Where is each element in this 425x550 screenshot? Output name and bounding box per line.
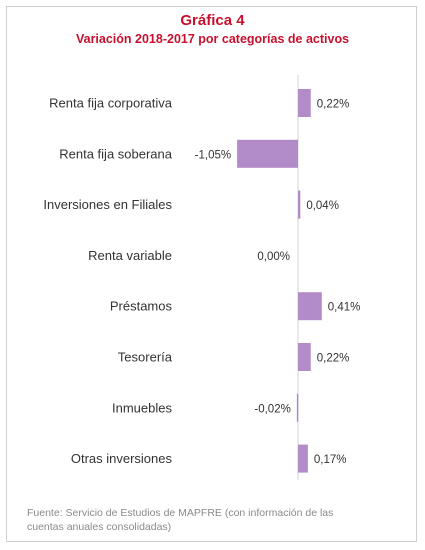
bar (298, 292, 322, 321)
bar (298, 343, 311, 371)
category-label: Otras inversiones (71, 451, 173, 466)
bar (298, 190, 301, 219)
value-label: 0,41% (328, 302, 361, 314)
value-label: -1,05% (195, 149, 231, 161)
category-label: Renta variable (88, 248, 172, 263)
chart-title: Gráfica 4 (180, 12, 245, 29)
value-label: 0,04% (306, 200, 339, 212)
value-label: 0,22% (317, 353, 350, 365)
chart-subtitle: Variación 2018-2017 por categorías de ac… (75, 32, 350, 46)
value-label: 0,00% (257, 251, 290, 263)
bar (237, 139, 298, 168)
bar (298, 89, 311, 117)
category-label: Renta fija soberana (59, 146, 173, 161)
value-label: 0,22% (317, 99, 350, 111)
value-label: 0,17% (314, 454, 347, 466)
category-label: Inversiones en Filiales (43, 197, 172, 212)
bar (298, 444, 308, 473)
value-label: -0,02% (254, 403, 290, 415)
category-label: Renta fija corporativa (49, 96, 173, 111)
bar (296, 393, 299, 422)
source-note: Fuente: Servicio de Estudios de MAPFRE (… (27, 507, 334, 533)
chart-frame (6, 6, 417, 542)
category-label: Tesorería (118, 350, 173, 365)
category-label: Inmuebles (112, 400, 172, 415)
category-label: Préstamos (110, 299, 173, 314)
